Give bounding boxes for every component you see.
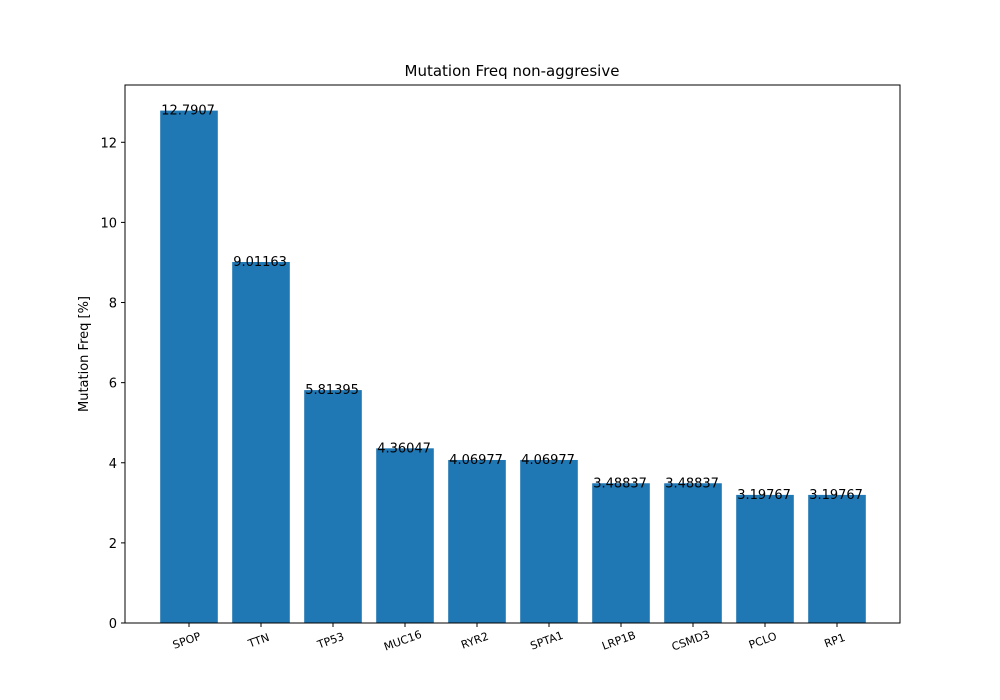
x-tick-label-spop: SPOP	[171, 630, 203, 652]
data-label-spta1: 4.06977	[521, 453, 575, 468]
bar-spop	[160, 110, 218, 624]
x-tick-label-pclo: PCLO	[747, 630, 779, 652]
x-tick-label-spta1: SPTA1	[529, 629, 565, 653]
data-label-csmd3: 3.48837	[665, 476, 719, 491]
data-labels-group: 12.7907 9.01163 5.81395 4.36047 4.06977 4.069…	[161, 104, 863, 503]
x-tick-label-tp53: TP53	[315, 630, 346, 652]
y-tick-label: 0	[109, 617, 117, 632]
data-label-ttn: 9.01163	[233, 255, 287, 270]
plot-frame	[124, 84, 901, 624]
y-tick-label: 10	[100, 216, 117, 231]
bar-lrp1b	[592, 483, 650, 623]
data-label-spop: 12.7907	[161, 104, 215, 119]
y-axis: 0 2 4 6 8 10 12	[100, 136, 125, 632]
x-tick-label-muc16: MUC16	[382, 628, 423, 654]
x-tick-label-rp1: RP1	[823, 631, 847, 650]
data-label-pclo: 3.19767	[737, 488, 791, 503]
bar-muc16	[376, 448, 434, 623]
x-axis: SPOP TTN TP53 MUC16 RYR2 SPTA1 LRP1B CSMD3 PCLO R…	[171, 623, 847, 654]
bar-spta1	[520, 459, 578, 623]
bar-ttn	[232, 262, 290, 623]
y-tick-label: 6	[109, 377, 117, 392]
y-tick-label: 4	[109, 457, 117, 472]
x-tick-label-ttn: TTN	[246, 631, 272, 651]
data-label-lrp1b: 3.48837	[593, 476, 647, 491]
y-axis-label: Mutation Freq [%]	[77, 296, 92, 412]
x-tick-label-csmd3: CSMD3	[670, 628, 712, 654]
y-tick-label: 8	[109, 297, 117, 312]
bars-group	[160, 110, 866, 624]
x-tick-label-ryr2: RYR2	[459, 630, 490, 652]
y-tick-label: 2	[109, 537, 117, 552]
bar-csmd3	[664, 483, 722, 623]
bar-rp1	[808, 494, 866, 623]
data-label-muc16: 4.36047	[377, 441, 431, 456]
bar-ryr2	[448, 459, 506, 623]
bar-pclo	[736, 494, 794, 623]
bar-tp53	[304, 390, 362, 623]
y-tick-label: 12	[100, 136, 117, 151]
data-label-rp1: 3.19767	[809, 488, 863, 503]
data-label-tp53: 5.81395	[305, 383, 359, 398]
x-tick-label-lrp1b: LRP1B	[600, 629, 637, 653]
data-label-ryr2: 4.06977	[449, 453, 503, 468]
chart-title: Mutation Freq non-aggresive	[405, 62, 620, 80]
